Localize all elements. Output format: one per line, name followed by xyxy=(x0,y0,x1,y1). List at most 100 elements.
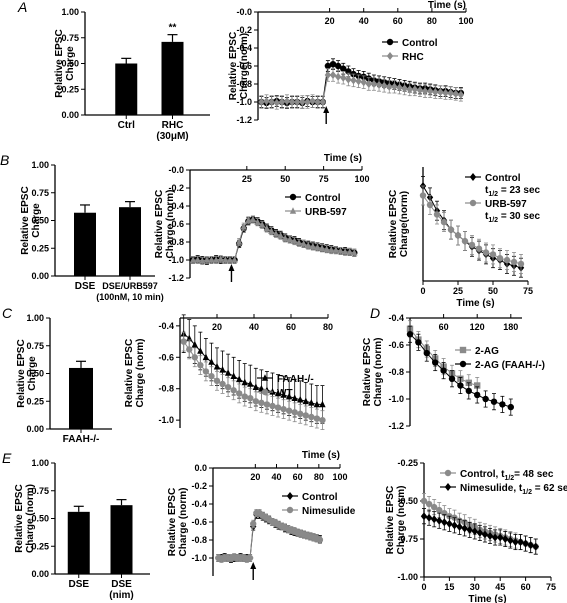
data-point xyxy=(186,334,193,342)
data-point xyxy=(457,382,464,389)
data-point xyxy=(351,249,358,256)
y-tick-label: -0.0 xyxy=(236,7,252,17)
x-tick-label: 100 xyxy=(332,472,347,482)
data-point xyxy=(482,395,489,403)
x-tick-label: 25 xyxy=(453,286,463,296)
data-point xyxy=(191,340,198,348)
data-point xyxy=(420,512,428,521)
data-point xyxy=(269,388,276,395)
y-tick-label: -0.8 xyxy=(191,535,207,545)
y-tick-label: -0.4 xyxy=(168,201,184,211)
data-point xyxy=(273,98,280,107)
data-point xyxy=(258,399,265,407)
series-line xyxy=(193,218,355,262)
data-point xyxy=(436,506,443,514)
data-point xyxy=(474,382,481,389)
data-point xyxy=(319,400,326,408)
data-point xyxy=(258,98,265,106)
data-point xyxy=(461,237,469,245)
stimulus-arrowhead xyxy=(323,106,330,113)
x-tick-label: 20 xyxy=(250,472,260,482)
legend-label: Control xyxy=(305,193,341,204)
data-point xyxy=(285,392,293,400)
y-axis-label: Relative EPSCCharge (norm) xyxy=(167,488,189,557)
y-tick-label: 0.25 xyxy=(31,243,49,253)
y-axis-label: Relative EPSCCharge xyxy=(16,339,38,407)
data-point xyxy=(454,232,462,239)
series xyxy=(258,68,465,110)
data-point xyxy=(432,359,439,366)
data-point xyxy=(437,88,444,97)
data-point xyxy=(240,222,247,230)
data-point xyxy=(436,516,443,525)
data-point xyxy=(465,387,472,395)
data-point xyxy=(419,192,427,199)
data-point xyxy=(340,73,347,82)
data-point xyxy=(230,372,237,379)
data-point xyxy=(236,375,243,383)
B-bar-chart: 0.00 0.25 0.50 0.75 1.00 DSE DSE/URB597(100nM,… xyxy=(20,160,164,302)
data-point xyxy=(490,398,498,405)
y-tick-label: -1.0 xyxy=(388,394,404,404)
x-tick-label: 100 xyxy=(354,174,369,184)
x-tick-label: 75 xyxy=(523,286,533,296)
data-point xyxy=(440,218,448,226)
legend-label: Control, t1/2= 48 sec xyxy=(460,469,554,482)
data-point xyxy=(213,377,221,385)
A-bar-chart: 0.00 0.25 0.50 0.75 1.00 Ctrl RHC(30μM) ** Relat… xyxy=(54,7,210,142)
y-tick-label: 1.00 xyxy=(31,160,49,170)
x-tick-label: 0 xyxy=(421,582,426,592)
data-point xyxy=(297,410,304,418)
y-tick-label: 0.50 xyxy=(26,369,44,379)
data-point xyxy=(212,256,220,263)
data-point xyxy=(426,201,434,209)
series xyxy=(189,215,358,265)
data-point xyxy=(507,536,514,545)
data-point xyxy=(496,255,504,262)
data-point xyxy=(226,256,234,263)
data-point xyxy=(230,387,237,394)
data-point xyxy=(309,97,316,106)
data-point xyxy=(295,239,303,246)
legend-label: URB-597 xyxy=(305,207,347,218)
y-tick-label: 1.00 xyxy=(61,7,79,17)
data-point xyxy=(208,358,215,365)
data-point xyxy=(452,89,459,98)
data-point xyxy=(522,539,529,548)
data-point xyxy=(360,78,367,87)
x-tick-label: 40 xyxy=(359,16,369,26)
bar xyxy=(115,63,138,115)
y-tick-label: 0.00 xyxy=(61,110,79,120)
data-point xyxy=(489,251,497,258)
y-tick-label: -0.4 xyxy=(191,499,207,509)
data-point xyxy=(475,245,483,252)
data-point xyxy=(451,521,458,530)
data-point xyxy=(250,520,257,527)
data-point xyxy=(430,515,438,524)
data-point xyxy=(346,248,353,255)
y-tick-label: -1.00 xyxy=(397,572,418,582)
data-point xyxy=(517,538,524,547)
data-point xyxy=(423,349,430,357)
data-point xyxy=(304,98,311,106)
data-point xyxy=(350,76,357,85)
data-point xyxy=(420,497,428,505)
category-label: RHC xyxy=(162,120,184,131)
data-point xyxy=(282,234,289,242)
B-decay-chart: 0 25 50 75 Time (s) Relative EPSCCharge(norm)… xyxy=(388,167,540,309)
legend-marker xyxy=(469,173,477,181)
y-axis-label: Relative EPSCCharge xyxy=(20,186,42,254)
data-point xyxy=(263,97,270,106)
y-axis-label: Relative EPSCCharge xyxy=(54,29,76,97)
data-point xyxy=(334,62,342,70)
data-point xyxy=(203,256,211,263)
data-point xyxy=(355,77,362,86)
data-point xyxy=(440,367,447,374)
legend-marker xyxy=(289,193,297,201)
y-axis-label: Relative EPSCCharge(norm) xyxy=(388,190,410,258)
data-point xyxy=(235,238,243,245)
legend-label: WT xyxy=(277,388,293,399)
data-point xyxy=(337,247,344,254)
legend-marker xyxy=(286,506,294,514)
x-tick-label: 25 xyxy=(242,174,252,184)
